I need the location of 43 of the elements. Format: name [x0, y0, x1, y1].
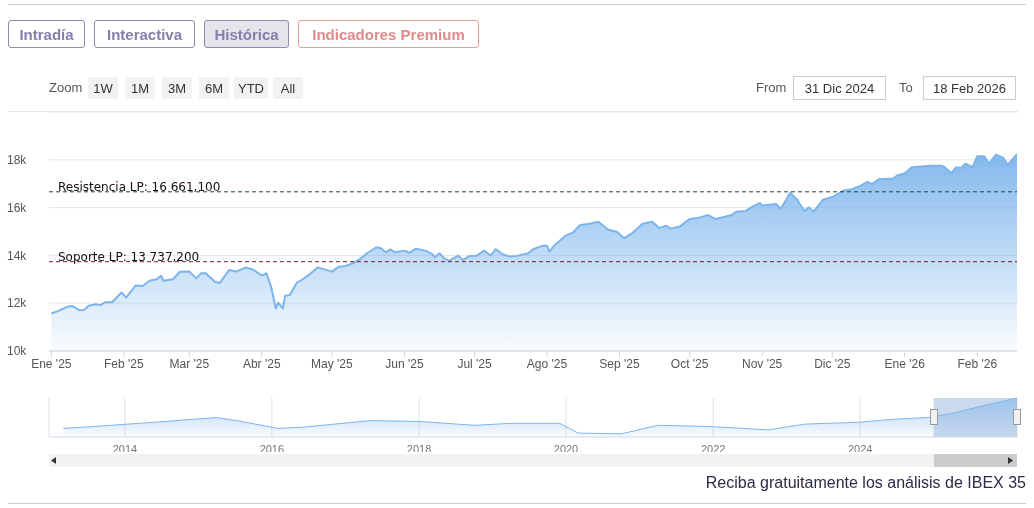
x-tick-label: Jun '25 [385, 356, 424, 371]
ref-line-label: Resistencia LP: 16 661,100 [58, 180, 221, 195]
x-tick-label: 2024 [847, 442, 873, 455]
text: Histórica [204, 20, 289, 48]
text: 31 Dic 2024 [793, 76, 886, 100]
x-tick-label: 2014 [112, 442, 138, 455]
text: 1M [125, 77, 155, 99]
x-tick-label: Oct '25 [670, 356, 709, 371]
text: Reciba gratuitamente los análisis de IBEX 35 [705, 474, 1026, 492]
text: YTD [234, 77, 268, 99]
x-tick-label: Nov '25 [741, 356, 783, 371]
y-tick-label: 10k [7, 344, 28, 359]
x-tick-label: Ago '25 [526, 356, 568, 371]
text: 3M [162, 77, 192, 99]
x-tick-label: Feb '25 [103, 356, 144, 371]
x-tick-label: Jul '25 [457, 356, 493, 371]
text: Interactiva [94, 20, 195, 48]
text: Indicadores Premium [298, 20, 479, 48]
x-tick-label: Ene '25 [31, 356, 72, 371]
x-tick-label: May '25 [311, 356, 354, 371]
y-tick-label: 16k [7, 200, 28, 215]
x-tick-label: Sep '25 [599, 356, 640, 371]
text: 1W [88, 77, 118, 99]
y-tick-label: 12k [7, 296, 28, 311]
text: 6M [199, 77, 229, 99]
x-tick-label: Feb '26 [957, 356, 998, 371]
text: Zoom [49, 80, 83, 95]
ref-line-label: Soporte LP: 13 737,200 [58, 250, 200, 265]
text: From [756, 80, 787, 95]
x-tick-label: 2022 [700, 442, 726, 455]
x-tick-label: 2018 [406, 442, 432, 455]
x-tick-label: Ene '26 [884, 356, 926, 371]
y-tick-label: 18k [7, 153, 28, 168]
text: Intradía [8, 20, 85, 48]
x-tick-label: 2016 [259, 442, 285, 455]
x-tick-label: Dic '25 [814, 356, 851, 371]
text: To [899, 80, 913, 95]
text: 18 Feb 2026 [923, 76, 1016, 100]
x-tick-label: 2020 [553, 442, 579, 455]
text: All [273, 77, 303, 99]
x-tick-label: Mar '25 [169, 356, 210, 371]
y-tick-label: 14k [7, 248, 28, 263]
x-tick-label: Abr '25 [242, 356, 281, 371]
